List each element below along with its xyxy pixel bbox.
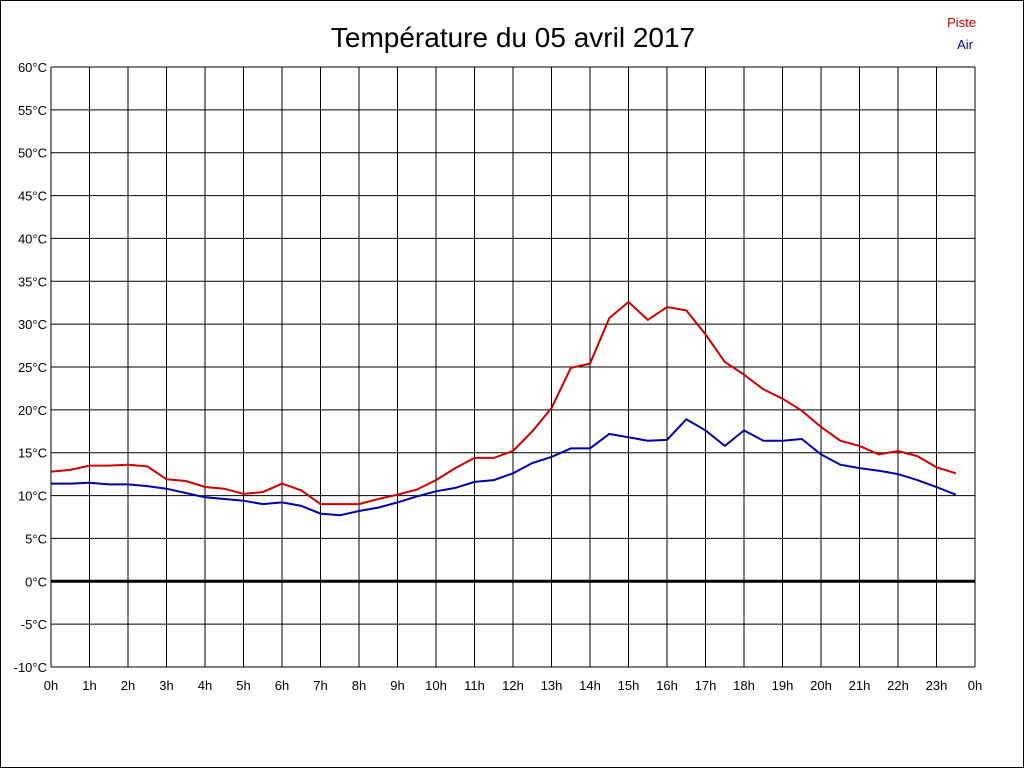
y-tick-label: 45°C <box>18 189 47 204</box>
y-tick-label: 35°C <box>18 274 47 289</box>
x-tick-label: 6h <box>275 678 289 693</box>
x-tick-label: 8h <box>352 678 366 693</box>
y-tick-label: 55°C <box>18 103 47 118</box>
y-tick-label: 40°C <box>18 231 47 246</box>
x-tick-label: 20h <box>810 678 832 693</box>
legend-piste: Piste <box>947 15 976 30</box>
x-tick-label: 7h <box>313 678 327 693</box>
x-tick-label: 0h <box>44 678 58 693</box>
grid <box>50 66 976 668</box>
legend: Piste Air <box>947 15 976 52</box>
y-tick-label: 25°C <box>18 360 47 375</box>
x-tick-label: 5h <box>236 678 250 693</box>
y-tick-label: 60°C <box>18 60 47 75</box>
y-tick-label: 20°C <box>18 403 47 418</box>
x-tick-label: 18h <box>733 678 755 693</box>
y-tick-label: -10°C <box>14 660 47 675</box>
x-tick-label: 3h <box>159 678 173 693</box>
series-line-air <box>51 418 957 517</box>
x-tick-label: 4h <box>198 678 212 693</box>
y-tick-label: 50°C <box>18 146 47 161</box>
x-tick-label: 13h <box>541 678 563 693</box>
x-tick-label: 0h <box>968 678 982 693</box>
x-tick-label: 14h <box>579 678 601 693</box>
x-tick-label: 10h <box>425 678 447 693</box>
x-tick-label: 22h <box>887 678 909 693</box>
y-tick-label: 0°C <box>25 574 47 589</box>
x-tick-label: 2h <box>121 678 135 693</box>
x-tick-label: 23h <box>926 678 948 693</box>
x-tick-label: 17h <box>695 678 717 693</box>
x-tick-label: 21h <box>849 678 871 693</box>
x-tick-label: 1h <box>82 678 96 693</box>
x-tick-label: 12h <box>502 678 524 693</box>
series-lines <box>50 300 957 517</box>
x-tick-label: 15h <box>618 678 640 693</box>
legend-air: Air <box>957 37 974 52</box>
y-axis-labels: -10°C -5°C 0°C 5°C 10°C 15°C 20°C 25°C 30°C 35°C 4… <box>14 60 47 675</box>
x-tick-label: 11h <box>464 678 485 693</box>
chart-title: Température du 05 avril 2017 <box>331 22 695 53</box>
y-tick-label: 30°C <box>18 317 47 332</box>
x-axis-labels: 0h 1h 2h 3h 4h 5h 6h 7h 8h 9h 10h 11h 12h 13h 14h 15h 16… <box>44 678 982 693</box>
y-tick-label: -5°C <box>21 617 47 632</box>
series-line-piste <box>50 300 957 506</box>
y-tick-label: 5°C <box>25 531 47 546</box>
y-tick-label: 10°C <box>18 489 47 504</box>
x-tick-label: 19h <box>772 678 794 693</box>
y-tick-label: 15°C <box>18 446 47 461</box>
x-tick-label: 9h <box>390 678 404 693</box>
x-tick-label: 16h <box>656 678 678 693</box>
